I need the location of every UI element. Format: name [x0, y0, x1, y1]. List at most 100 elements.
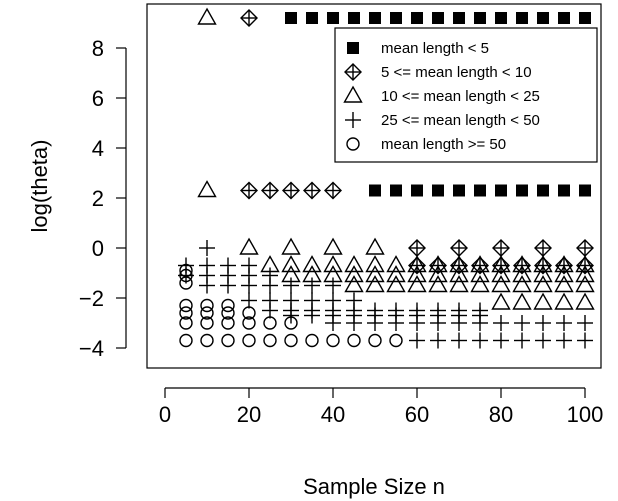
data-point — [535, 332, 551, 349]
x-axis-title: Sample Size n — [303, 474, 445, 499]
data-point — [428, 265, 448, 283]
data-point — [428, 255, 448, 273]
x-tick-label: 40 — [321, 402, 345, 427]
data-point — [575, 275, 595, 293]
data-point — [327, 12, 339, 24]
data-point — [241, 292, 257, 309]
legend-label: mean length >= 50 — [381, 136, 506, 153]
data-point — [554, 292, 574, 310]
y-tick-label: 8 — [92, 36, 104, 61]
data-point — [492, 239, 510, 257]
data-point — [200, 298, 214, 313]
data-point — [179, 306, 193, 320]
data-point — [200, 306, 214, 320]
data-points — [178, 7, 595, 349]
data-point — [302, 255, 322, 273]
legend-label: 5 <= mean length < 10 — [381, 64, 532, 81]
data-point — [470, 265, 490, 283]
data-point — [304, 277, 320, 294]
data-point — [534, 239, 552, 257]
data-point — [386, 265, 406, 283]
data-point — [512, 292, 532, 310]
data-point — [221, 316, 235, 330]
data-point — [409, 332, 425, 349]
data-point — [365, 265, 385, 283]
data-point — [388, 315, 404, 331]
data-point — [179, 298, 193, 313]
data-point — [262, 277, 278, 294]
legend-entry: 25 <= mean length < 50 — [345, 112, 540, 129]
data-point — [491, 275, 511, 293]
data-point — [514, 315, 530, 331]
data-point — [512, 265, 532, 283]
data-point — [367, 315, 383, 331]
data-point — [495, 184, 507, 197]
data-point — [449, 275, 469, 293]
y-tick-label: 2 — [92, 186, 104, 211]
x-tick-label: 80 — [489, 402, 513, 427]
data-point — [389, 333, 403, 348]
data-point — [344, 265, 364, 283]
data-point — [470, 275, 490, 293]
data-point — [411, 184, 423, 197]
data-point — [512, 255, 532, 273]
data-point — [240, 181, 258, 200]
data-point — [285, 12, 297, 24]
y-tick-label: 0 — [92, 236, 104, 261]
data-point — [575, 255, 595, 273]
data-point — [537, 12, 549, 24]
data-point — [474, 12, 486, 24]
data-point — [451, 332, 467, 349]
data-point — [199, 277, 215, 294]
data-point — [390, 12, 402, 24]
data-point — [221, 298, 235, 313]
data-point — [450, 239, 468, 257]
data-point — [348, 12, 360, 24]
data-point — [533, 265, 553, 283]
data-point — [537, 184, 549, 197]
data-point — [344, 275, 364, 293]
data-point — [242, 306, 256, 320]
legend-label: 25 <= mean length < 50 — [381, 112, 540, 129]
data-point — [239, 237, 259, 255]
data-point — [240, 9, 258, 27]
data-point — [323, 255, 343, 273]
data-point — [575, 292, 595, 310]
legend-entry: 5 <= mean length < 10 — [344, 63, 532, 81]
data-point — [470, 255, 490, 273]
data-point — [284, 333, 298, 348]
data-point — [430, 315, 446, 331]
data-point — [262, 302, 278, 319]
data-point — [533, 255, 553, 273]
data-point — [326, 333, 340, 348]
data-point — [556, 315, 572, 331]
data-point — [516, 184, 528, 197]
data-point — [365, 237, 385, 255]
data-point — [577, 332, 593, 349]
data-point — [282, 181, 300, 200]
data-point — [263, 333, 277, 348]
data-point — [516, 12, 528, 24]
data-point — [491, 255, 511, 273]
data-point — [284, 316, 298, 330]
data-point — [430, 332, 446, 349]
legend-label: 10 <= mean length < 25 — [381, 88, 540, 105]
data-point — [242, 333, 256, 348]
legend-entry: mean length >= 50 — [346, 136, 506, 153]
data-point — [221, 333, 235, 348]
data-point — [514, 332, 530, 349]
data-point — [493, 315, 509, 331]
y-tick-label: −2 — [79, 286, 104, 311]
data-point — [554, 275, 574, 293]
data-point — [346, 315, 362, 331]
data-point — [407, 265, 427, 283]
data-point — [365, 255, 385, 273]
legend-marker — [345, 112, 361, 128]
legend: mean length < 5 5 <= mean length < 10 10 <… — [334, 27, 598, 163]
data-point — [369, 12, 381, 24]
x-tick-label: 0 — [159, 402, 171, 427]
data-point — [535, 315, 551, 331]
data-point — [449, 265, 469, 283]
data-point — [344, 255, 364, 273]
